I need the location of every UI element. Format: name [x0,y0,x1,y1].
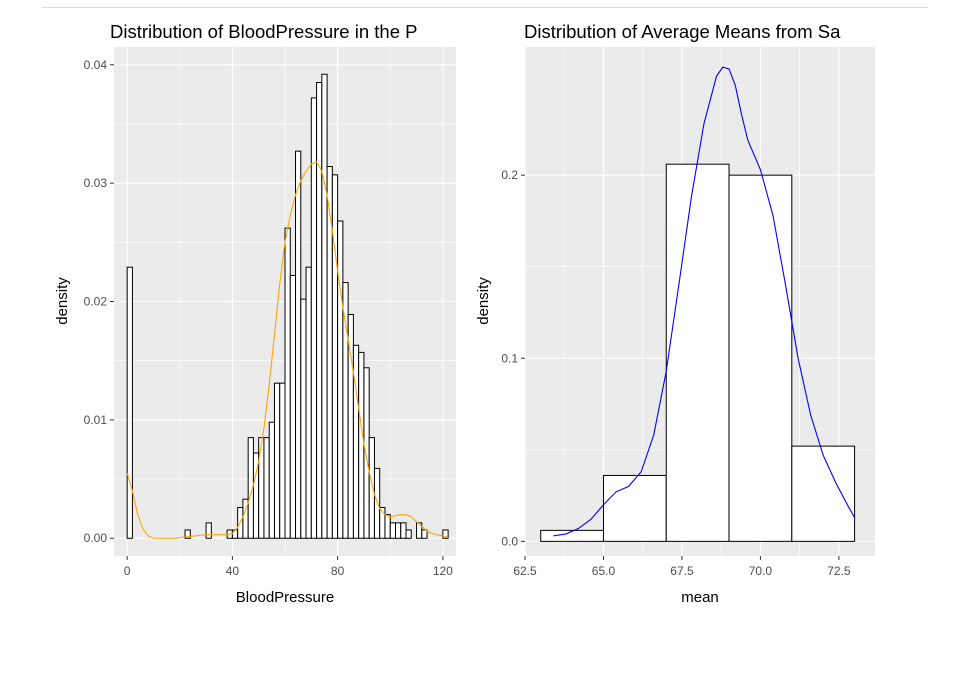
left-density-curve [126,161,449,539]
top-divider-line [42,7,928,8]
histogram-bar [268,421,275,539]
x-tick-label: 65.0 [592,564,616,578]
right-x-axis-title: mean [681,589,719,606]
histogram-bar [728,174,793,542]
y-tick-label: 0.04 [84,58,108,72]
x-tick-label: 120 [433,564,453,578]
histogram-bar [602,474,667,542]
right-chart-panel: Distribution of Average Means from Sa 62… [475,21,875,606]
right-y-axis-title: density [475,277,492,325]
left-y-axis-title: density [54,277,71,325]
histogram-bar [540,529,604,542]
right-density-curve [553,66,856,537]
histogram-bar [373,467,381,539]
x-tick-label: 70.0 [749,564,773,578]
x-tick-label: 72.5 [827,564,851,578]
histogram-bar [316,82,323,539]
left-x-axis-ticks: 0 40 80 120 [124,556,453,578]
right-y-axis-ticks: 0.0 0.1 0.2 [501,168,525,548]
histogram-bar [442,529,449,539]
histogram-bar [284,227,291,539]
y-tick-label: 0.00 [84,531,108,545]
histogram-bar [358,351,365,539]
histogram-bar [405,529,412,539]
histogram-bar [263,437,270,539]
histogram-bar [126,266,133,539]
histogram-bar [368,437,375,539]
histogram-bar [331,174,339,539]
histogram-bar [321,73,328,539]
left-chart-title: Distribution of BloodPressure in the P [110,21,417,42]
right-histogram-bars [540,163,856,542]
histogram-bar [289,274,297,539]
histogram-bar [279,382,286,539]
y-tick-label: 0.2 [501,168,518,182]
x-tick-label: 0 [124,564,131,578]
right-x-axis-ticks: 62.5 65.0 67.5 70.0 72.5 [513,556,851,578]
histogram-bar [337,220,344,539]
y-tick-label: 0.02 [84,295,108,309]
x-tick-label: 80 [331,564,345,578]
histogram-bar [295,150,302,539]
histogram-bar [389,522,396,539]
histogram-bar [421,529,428,539]
histogram-bar [305,266,312,539]
left-y-axis-ticks: 0.00 0.01 0.02 0.03 0.04 [84,58,114,545]
left-x-axis-title: BloodPressure [236,589,334,606]
y-tick-label: 0.01 [84,413,108,427]
x-tick-label: 40 [226,564,240,578]
histogram-bar [205,522,212,539]
histogram-bar [384,514,391,539]
histogram-bar [300,298,307,539]
y-tick-label: 0.0 [501,534,518,548]
histogram-bar [347,314,354,539]
x-tick-label: 67.5 [670,564,694,578]
right-chart-title: Distribution of Average Means from Sa [524,21,841,42]
histogram-bar [184,529,191,539]
histogram-bar [400,522,407,539]
histogram-bar [258,437,265,539]
histogram-bar [665,163,730,542]
y-tick-label: 0.03 [84,176,108,190]
histogram-bar [273,382,281,539]
left-histogram-bars [126,73,449,539]
x-tick-label: 62.5 [513,564,537,578]
histogram-bar [394,522,402,539]
histogram-bar [791,445,856,542]
y-tick-label: 0.1 [501,351,518,365]
left-chart-panel: Distribution of BloodPressure in the P 0… [54,21,456,606]
histogram-bar [363,367,370,539]
